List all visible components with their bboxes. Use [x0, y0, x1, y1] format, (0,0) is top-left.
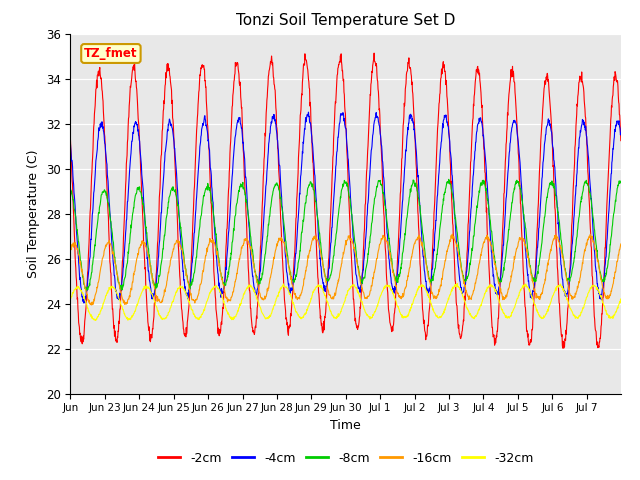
Line: -8cm: -8cm [70, 180, 621, 290]
-4cm [617, 130, 625, 135]
-4cm [321, 288, 329, 294]
-16cm [153, 294, 161, 300]
-8cm [83, 288, 90, 293]
-32cm [332, 315, 339, 321]
-2cm [611, 74, 618, 80]
X-axis label: Time: Time [330, 419, 361, 432]
-32cm [67, 296, 74, 302]
-4cm [153, 273, 161, 278]
-8cm [611, 208, 618, 214]
-32cm [321, 292, 329, 298]
-2cm [67, 135, 74, 141]
-8cm [445, 177, 452, 182]
-16cm [67, 247, 74, 252]
-2cm [371, 50, 378, 56]
-16cm [611, 276, 618, 281]
Line: -2cm: -2cm [70, 53, 621, 348]
-32cm [153, 304, 161, 310]
-16cm [321, 273, 329, 279]
-8cm [557, 231, 564, 237]
-16cm [449, 231, 456, 237]
Line: -16cm: -16cm [70, 234, 621, 305]
-8cm [321, 273, 329, 278]
-4cm [476, 115, 484, 121]
-32cm [617, 296, 625, 302]
Title: Tonzi Soil Temperature Set D: Tonzi Soil Temperature Set D [236, 13, 455, 28]
-4cm [305, 109, 312, 115]
-2cm [617, 138, 625, 144]
-32cm [92, 318, 99, 324]
-4cm [80, 300, 88, 306]
-4cm [611, 134, 618, 140]
-32cm [454, 281, 461, 287]
-8cm [476, 185, 484, 191]
Line: -4cm: -4cm [70, 112, 621, 303]
-2cm [560, 345, 568, 351]
-16cm [476, 257, 484, 263]
-4cm [67, 140, 74, 146]
-8cm [67, 188, 74, 194]
-4cm [332, 164, 340, 169]
-32cm [611, 312, 618, 318]
-8cm [332, 237, 339, 243]
-2cm [331, 104, 339, 109]
-2cm [321, 314, 328, 320]
-16cm [332, 292, 339, 298]
-16cm [557, 245, 564, 251]
-2cm [152, 269, 160, 275]
-2cm [476, 71, 483, 76]
-8cm [617, 178, 625, 184]
-4cm [557, 254, 564, 260]
Y-axis label: Soil Temperature (C): Soil Temperature (C) [27, 149, 40, 278]
-2cm [556, 316, 564, 322]
-32cm [476, 304, 484, 310]
Line: -32cm: -32cm [70, 284, 621, 321]
-16cm [87, 302, 95, 308]
Legend: -2cm, -4cm, -8cm, -16cm, -32cm: -2cm, -4cm, -8cm, -16cm, -32cm [153, 447, 538, 469]
Text: TZ_fmet: TZ_fmet [84, 47, 138, 60]
-8cm [153, 285, 161, 290]
-16cm [617, 241, 625, 247]
-32cm [557, 281, 564, 287]
